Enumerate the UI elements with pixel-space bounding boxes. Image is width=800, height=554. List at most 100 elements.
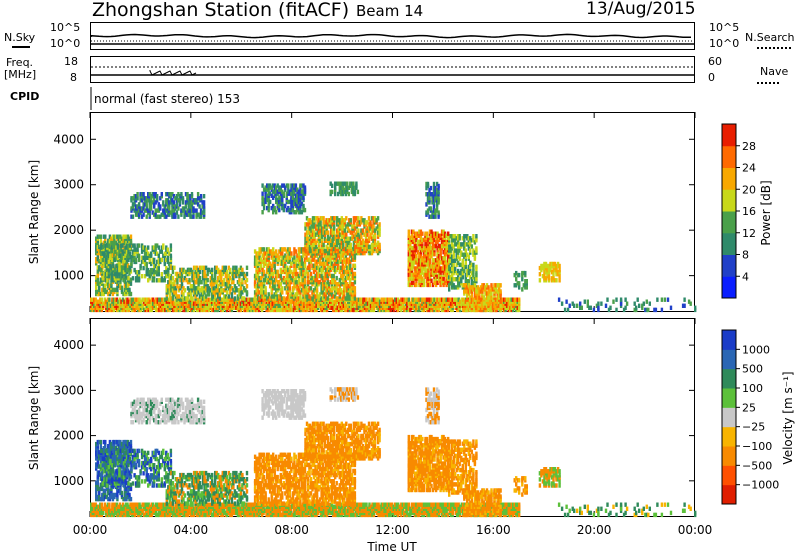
data-cell (341, 189, 344, 195)
data-cell (373, 228, 377, 233)
data-cell (224, 265, 227, 270)
data-cell (304, 222, 307, 227)
data-cell (320, 286, 323, 291)
data-cell (418, 297, 421, 302)
data-cell (339, 224, 342, 229)
data-cell (242, 305, 246, 310)
data-cell (409, 307, 412, 313)
data-cell (133, 208, 136, 213)
data-cell (200, 303, 203, 308)
data-cell (260, 307, 264, 313)
data-cell (261, 195, 264, 200)
data-cell (95, 289, 98, 295)
data-cell (450, 297, 453, 302)
data-cell (344, 288, 347, 293)
data-cell (361, 218, 365, 223)
data-cell (96, 299, 99, 304)
data-cell (284, 257, 287, 262)
data-cell (183, 269, 187, 275)
data-cell (437, 264, 441, 269)
data-cell (316, 238, 319, 243)
data-cell (299, 203, 302, 209)
data-cell (104, 278, 107, 283)
nsky-tick-top: 10^5 (50, 21, 81, 34)
data-cell (106, 278, 109, 283)
data-cell (190, 206, 194, 211)
data-cell (440, 237, 444, 243)
data-cell (196, 192, 200, 197)
data-cell (145, 214, 148, 219)
data-cell (431, 258, 435, 263)
data-cell (352, 216, 356, 221)
data-cell (293, 210, 296, 215)
data-cell (352, 181, 355, 186)
data-cell (115, 245, 118, 250)
data-cell (330, 224, 333, 229)
data-cell (328, 244, 331, 250)
data-cell (183, 296, 187, 301)
data-cell (437, 274, 441, 279)
data-cell (282, 183, 285, 188)
data-cell (129, 291, 133, 297)
data-cell (272, 210, 275, 215)
data-cell (316, 216, 319, 221)
data-cell (269, 273, 272, 279)
data-cell (275, 197, 278, 203)
data-cell (281, 205, 284, 211)
data-cell (145, 196, 148, 201)
data-cell (296, 203, 299, 209)
data-cell (217, 267, 220, 273)
data-cell (341, 259, 344, 264)
data-cell (201, 275, 205, 281)
data-cell (98, 265, 101, 270)
data-cell (440, 229, 444, 234)
data-cell (415, 231, 418, 236)
data-cell (350, 185, 354, 190)
data-cell (128, 236, 131, 241)
station-title: Zhongshan Station (fitACF) (92, 0, 350, 21)
data-cell (451, 297, 454, 302)
data-cell (421, 266, 424, 271)
data-cell (317, 218, 321, 223)
data-cell (336, 238, 339, 243)
data-cell (266, 267, 269, 273)
data-cell (307, 230, 310, 235)
data-cell (372, 220, 375, 225)
data-cell (227, 273, 230, 279)
data-cell (293, 201, 296, 207)
data-cell (300, 189, 304, 194)
data-cell (168, 261, 171, 267)
data-cell (309, 286, 313, 291)
data-cell (142, 192, 145, 197)
data-cell (419, 250, 423, 255)
data-cell (223, 269, 226, 275)
data-cell (324, 255, 328, 260)
data-cell (142, 259, 145, 265)
data-cell (425, 241, 429, 247)
data-cell (409, 235, 412, 240)
data-cell (412, 229, 415, 234)
data-cell (436, 231, 439, 236)
data-cell (383, 303, 386, 308)
data-cell (159, 204, 162, 209)
data-cell (272, 280, 275, 285)
data-cell (253, 255, 257, 260)
data-cell (273, 286, 276, 291)
data-cell (302, 265, 305, 270)
data-cell (318, 292, 322, 297)
data-cell (333, 246, 336, 252)
data-cell (104, 243, 107, 248)
data-cell (130, 196, 133, 201)
data-cell (410, 297, 414, 302)
data-cell (127, 253, 130, 258)
freq-tick-bottom: 8 (70, 71, 77, 84)
data-cell (194, 294, 197, 299)
data-cell (454, 301, 457, 306)
data-cell (151, 276, 154, 281)
data-cell (199, 194, 203, 199)
data-cell (335, 286, 338, 291)
data-cell (145, 261, 148, 267)
data-cell (160, 245, 163, 250)
data-cell (360, 228, 363, 233)
data-cell (126, 307, 129, 313)
